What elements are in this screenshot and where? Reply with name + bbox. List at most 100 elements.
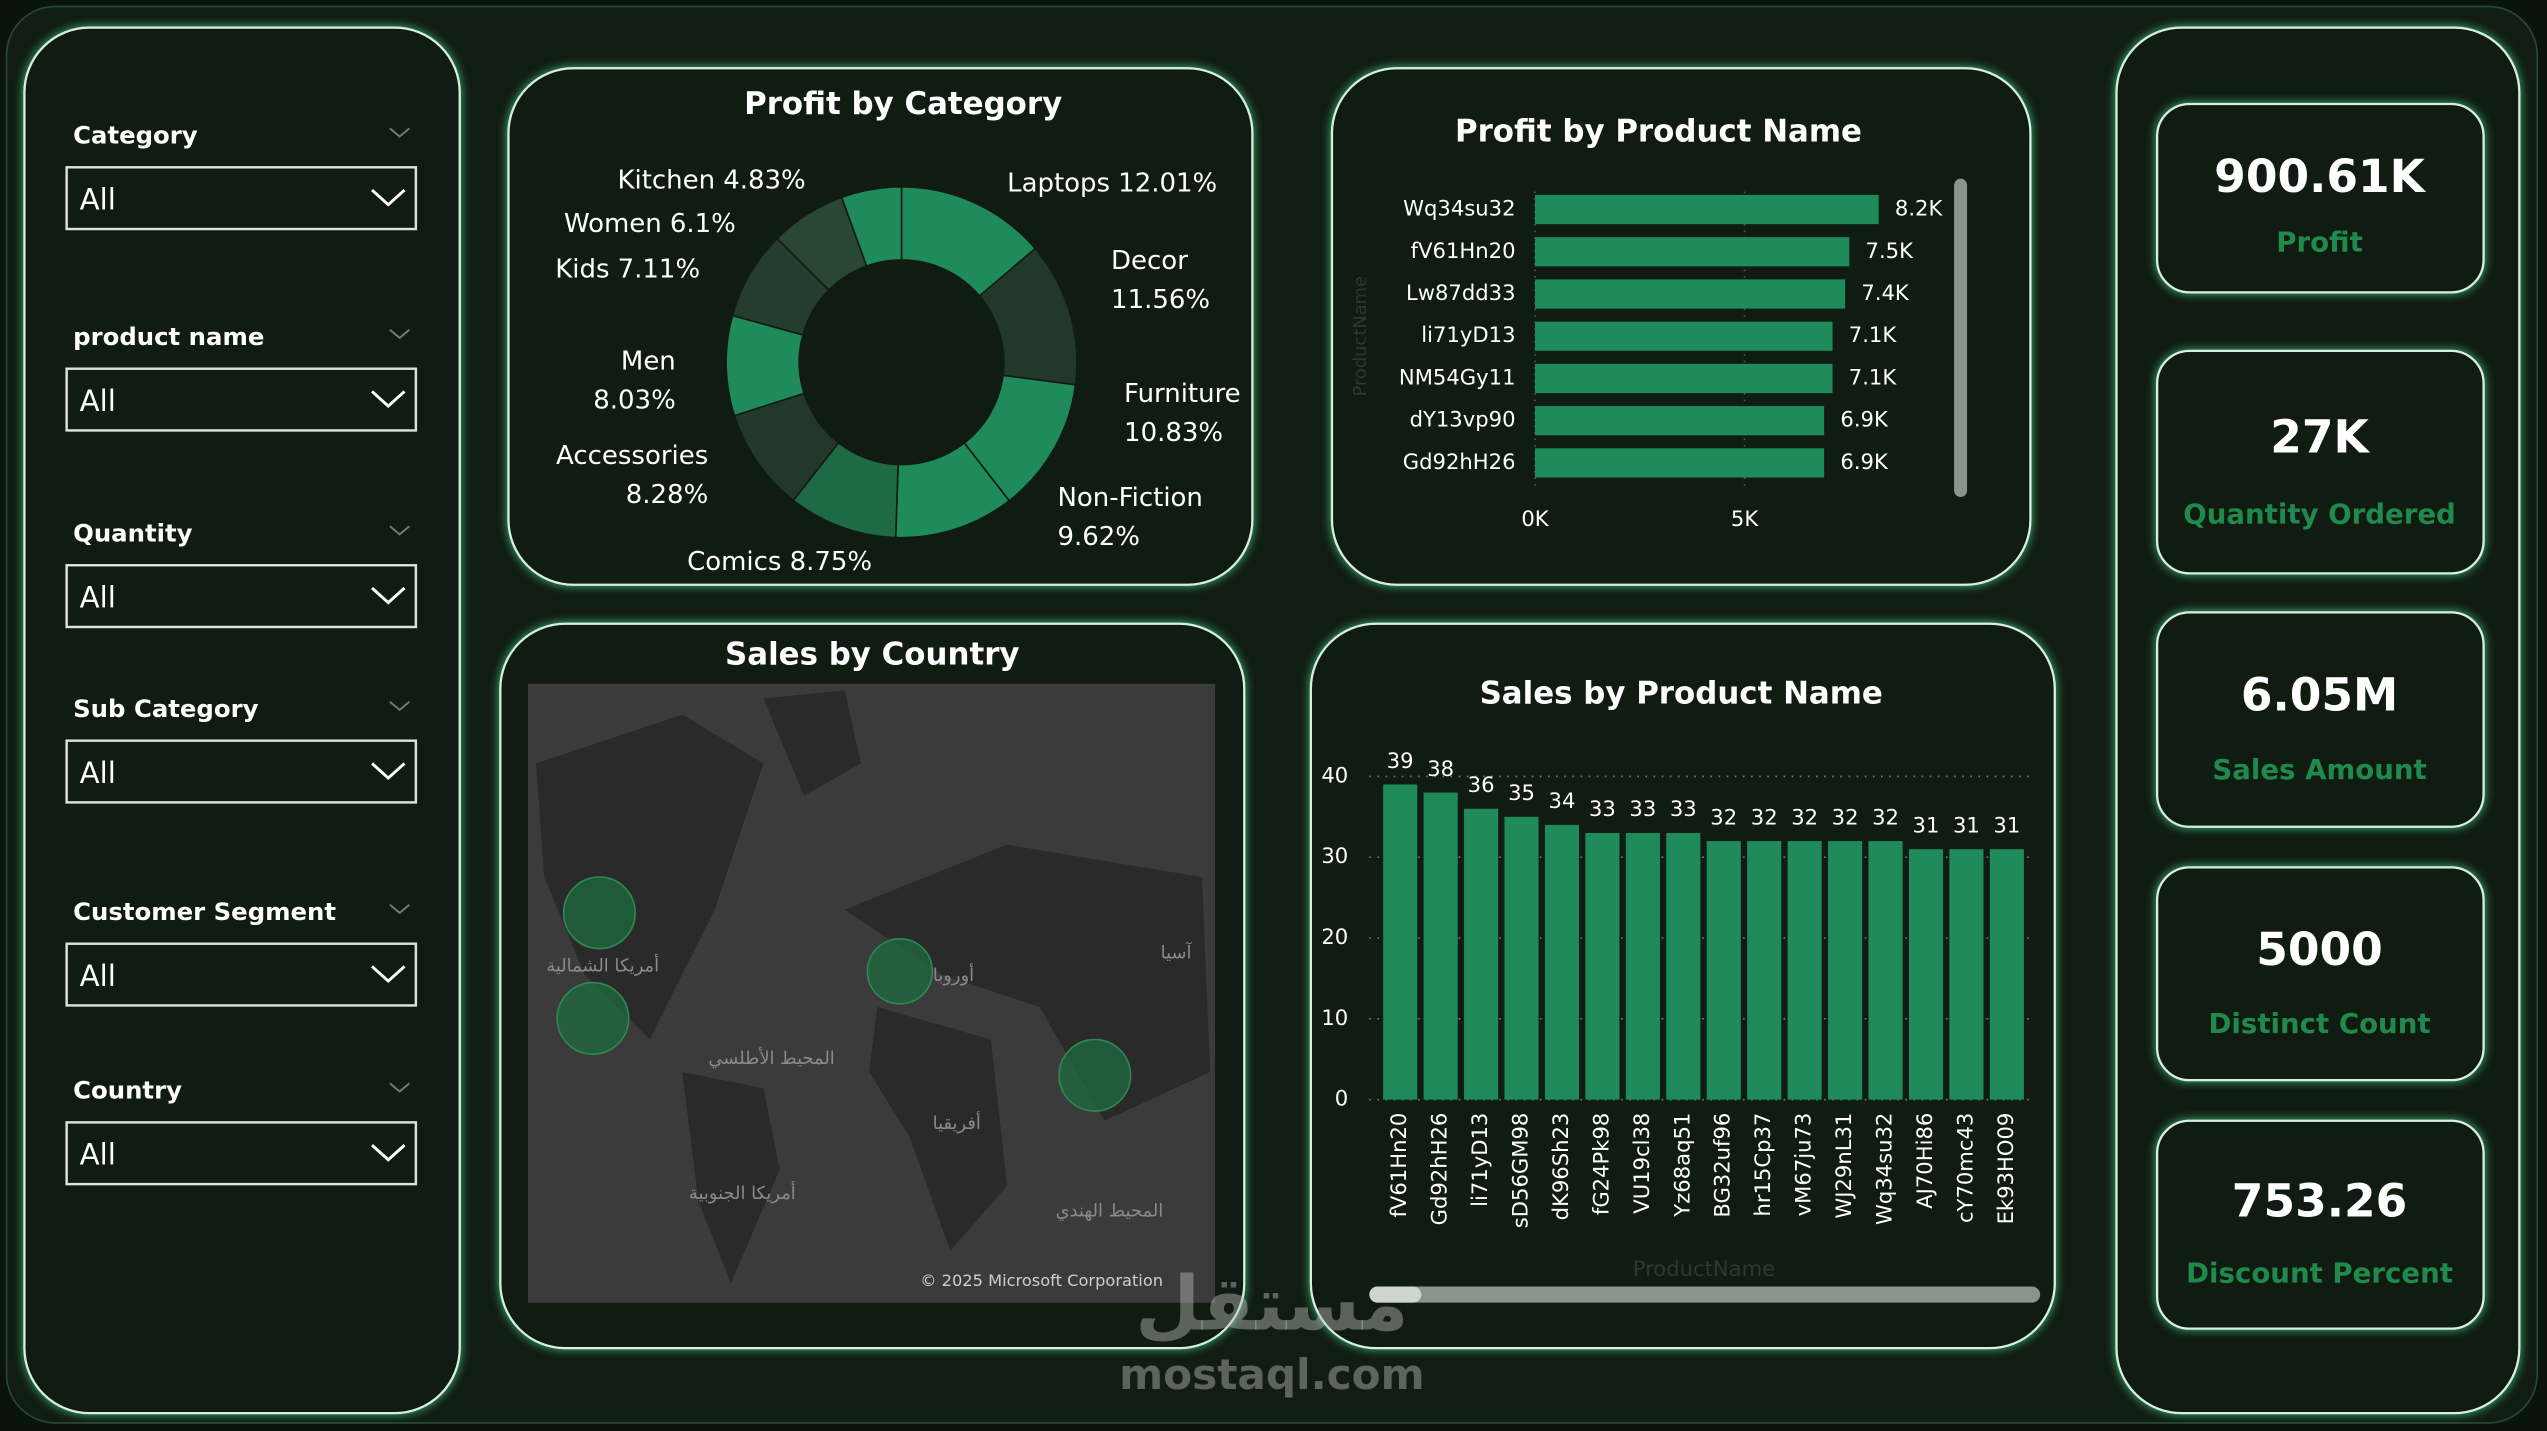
data-label: 36 — [1468, 772, 1495, 797]
dropdown[interactable] — [65, 942, 418, 1007]
slice-value: 9.62% — [1057, 522, 1139, 552]
x-tick-label: Wq34su32 — [1872, 1113, 1897, 1225]
scrollbar[interactable] — [1369, 1286, 2041, 1303]
slice-value: 4.83% — [723, 165, 806, 195]
map-label: آسيا — [1161, 940, 1193, 963]
chevron — [389, 127, 411, 138]
chevron — [389, 525, 411, 536]
data-label: 39 — [1387, 748, 1414, 773]
data-label: 8.2K — [1895, 196, 1944, 221]
y-tick-label: 0 — [1335, 1086, 1348, 1111]
kpi-value: 753.26 — [2232, 1174, 2407, 1227]
dropdown-value: All — [80, 959, 116, 993]
y-tick-label: 40 — [1321, 762, 1348, 787]
copyright: © 2025 Microsoft Corporation — [920, 1271, 1163, 1290]
map-label: أمريكا الشمالية — [546, 953, 659, 976]
bubble — [556, 981, 630, 1055]
x-tick-label: Yz68aq51 — [1669, 1113, 1694, 1218]
data-label: 32 — [1751, 804, 1778, 829]
bar — [1535, 406, 1825, 436]
kpi-label: Profit — [2276, 225, 2362, 258]
chevron — [371, 586, 406, 605]
dropdown[interactable] — [65, 564, 418, 629]
data-label: 6.9K — [1840, 407, 1889, 432]
kpi-label: Quantity Ordered — [2183, 498, 2456, 531]
bar — [1949, 849, 1984, 1100]
filter-label: Sub Category — [73, 694, 258, 723]
scroll-thumb[interactable] — [1369, 1286, 1422, 1303]
kpi-value: 900.61K — [2214, 150, 2426, 203]
slice-label: Kitchen — [617, 165, 715, 195]
slice-value: 11.56% — [1111, 285, 1210, 315]
map-label: أوروبا — [933, 963, 974, 986]
y-tick-label: 30 — [1321, 843, 1348, 868]
donut-panel — [507, 67, 1254, 586]
data-label: 32 — [1710, 804, 1737, 829]
data-label: 35 — [1508, 780, 1535, 805]
slice-label: Decor — [1111, 246, 1188, 276]
x-tick-label: hr15Cp37 — [1750, 1113, 1775, 1217]
bar — [1535, 194, 1879, 225]
bar — [1383, 784, 1418, 1100]
y-tick-label: dY13vp90 — [1410, 407, 1516, 432]
kpi-card — [2155, 1119, 2485, 1330]
chevron — [389, 700, 411, 712]
chevron — [371, 1144, 406, 1162]
dropdown[interactable] — [65, 367, 418, 432]
y-tick-label: fV61Hn20 — [1411, 238, 1516, 263]
slice-label-group: Women 6.1% — [564, 209, 736, 239]
slice-label: Women — [564, 209, 662, 239]
slice-label: Kids — [555, 254, 609, 284]
map-label: المحيط الهندي — [1056, 1201, 1164, 1222]
bar — [1747, 841, 1782, 1100]
x-tick-label: VU19cl38 — [1629, 1113, 1654, 1214]
bar — [1989, 849, 2024, 1100]
x-tick-label: Gd92hH26 — [1427, 1113, 1452, 1226]
filter-label: product name — [73, 322, 264, 351]
y-tick-label: 10 — [1321, 1005, 1348, 1030]
bar — [1504, 816, 1539, 1100]
slice-label: Comics — [687, 547, 781, 577]
x-tick-label: fV61Hn20 — [1386, 1113, 1411, 1218]
chart-title: Profit by Category — [744, 86, 1062, 122]
dropdown[interactable] — [65, 166, 418, 231]
bar — [1423, 792, 1458, 1100]
bar — [1535, 237, 1850, 267]
bar — [1535, 321, 1833, 351]
data-label: 38 — [1427, 756, 1454, 781]
kpi-label: Discount Percent — [2186, 1257, 2453, 1290]
slice-value: 12.01% — [1118, 168, 1217, 198]
dropdown[interactable] — [65, 1121, 418, 1186]
data-label: 7.1K — [1849, 364, 1898, 389]
kpi-card — [2155, 102, 2485, 294]
x-tick-label: dK96Sh23 — [1548, 1113, 1573, 1221]
x-tick-label: cY70mc43 — [1952, 1113, 1977, 1223]
bubble — [1058, 1038, 1132, 1112]
slice-label: Laptops — [1007, 168, 1110, 198]
bar — [1868, 841, 1903, 1100]
bar — [1666, 832, 1701, 1100]
x-tick-label: AJ70Hi86 — [1912, 1113, 1937, 1209]
data-label: 31 — [1953, 812, 1980, 837]
filter-label: Quantity — [73, 518, 192, 547]
chevron — [389, 328, 411, 340]
chart-title: Profit by Product Name — [1455, 114, 1862, 150]
filter-label: Category — [73, 120, 198, 149]
dropdown[interactable] — [65, 739, 418, 804]
data-label: 7.1K — [1849, 322, 1898, 347]
scrollbar[interactable] — [1954, 178, 1968, 498]
slice-label-group: Kitchen 4.83% — [617, 165, 805, 195]
data-label: 33 — [1670, 796, 1697, 821]
dropdown-value: All — [80, 756, 116, 790]
dropdown-value: All — [80, 384, 116, 418]
x-tick-label: sD56GM98 — [1508, 1113, 1533, 1229]
watermark: mostaql.com — [1119, 1350, 1425, 1399]
slice-label: Non-Fiction — [1057, 483, 1202, 513]
filter-panel — [23, 26, 461, 1415]
chevron — [389, 903, 411, 915]
data-label: 33 — [1589, 796, 1616, 821]
slice-label: Accessories — [556, 441, 708, 471]
bar — [1535, 279, 1846, 309]
data-label: 31 — [1993, 812, 2020, 837]
